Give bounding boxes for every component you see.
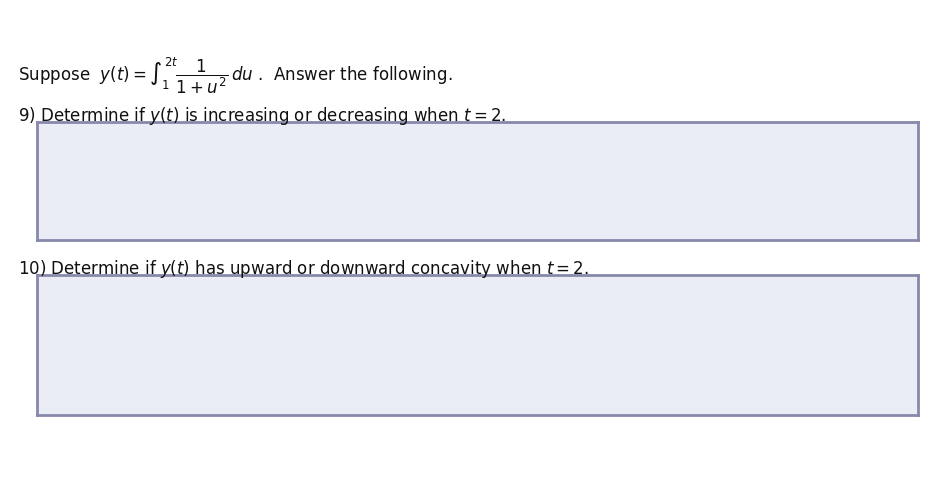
Text: 9) Determine if $y(t)$ is increasing or decreasing when $t = 2$.: 9) Determine if $y(t)$ is increasing or … [18, 105, 506, 127]
Text: 10) Determine if $y(t)$ has upward or downward concavity when $t = 2$.: 10) Determine if $y(t)$ has upward or do… [18, 258, 589, 280]
Text: Suppose  $y(t) = \int_1^{2t} \dfrac{1}{1+u^2}\,du$ .  Answer the following.: Suppose $y(t) = \int_1^{2t} \dfrac{1}{1+… [18, 55, 452, 96]
